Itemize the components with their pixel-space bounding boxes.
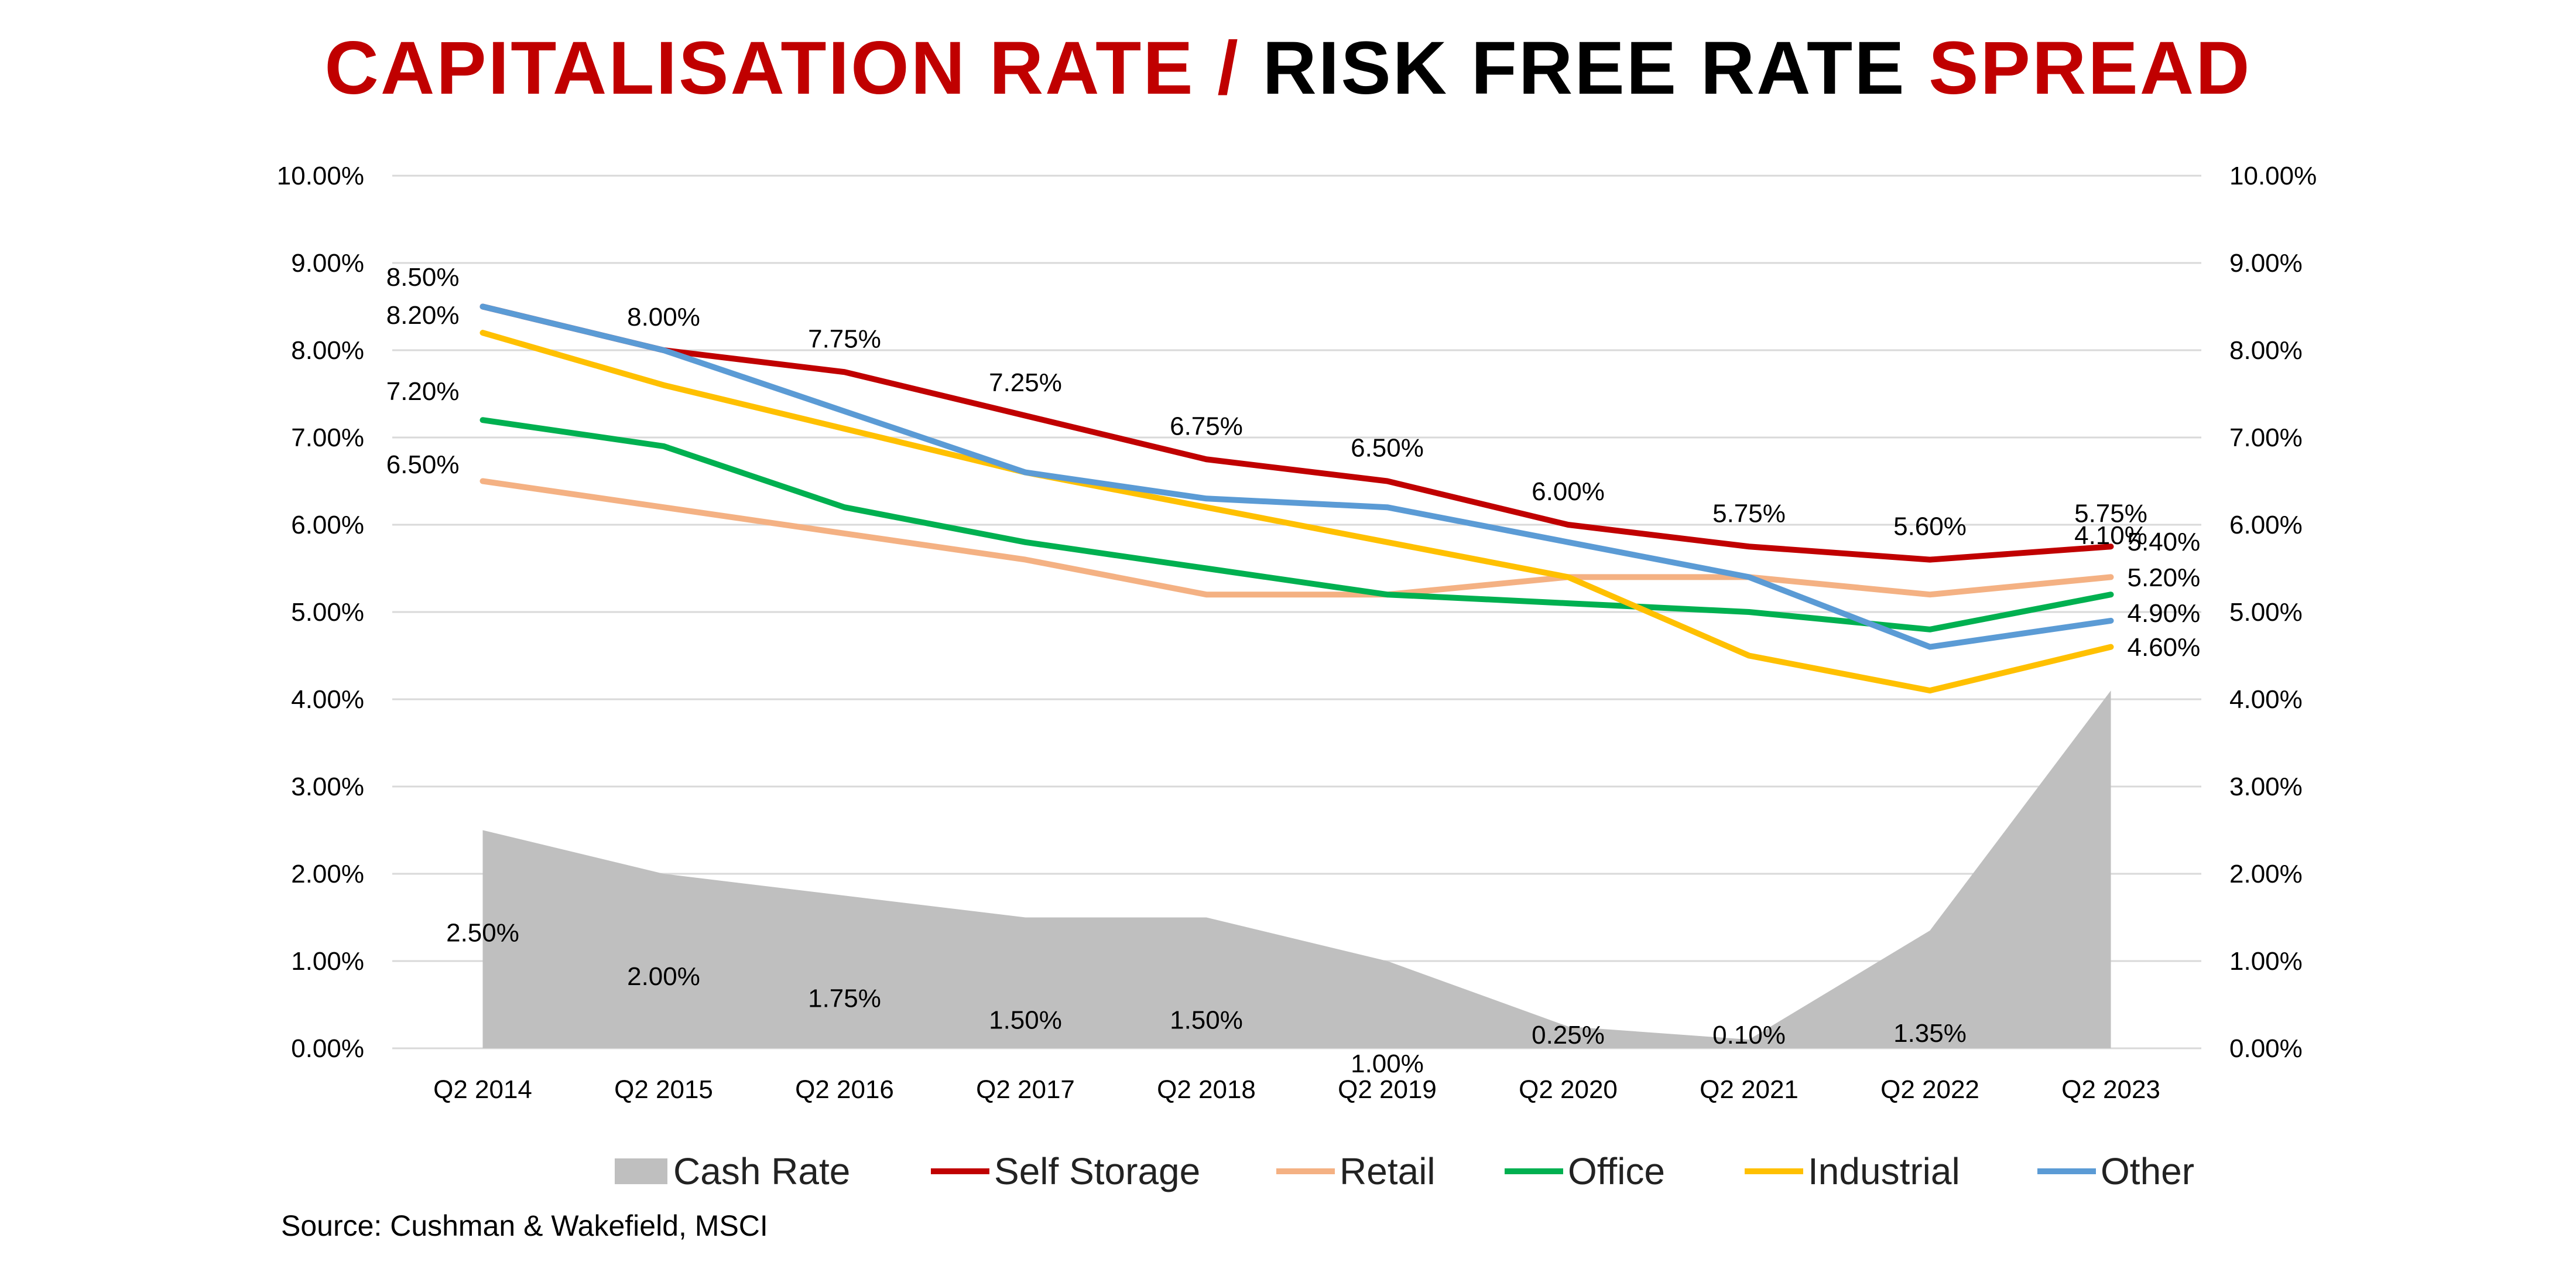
self-storage-data-label: 6.50%	[1351, 434, 1424, 463]
self-storage-data-label: 7.75%	[808, 324, 881, 353]
x-tick-label: Q2 2023	[2061, 1075, 2160, 1104]
chart-title-part2: RISK FREE RATE	[1240, 26, 1928, 110]
y-tick-label-right: 9.00%	[2229, 249, 2303, 278]
retail-data-label: 6.50%	[386, 450, 460, 479]
y-axis-left: 0.00% 1.00% 2.00% 3.00% 4.00% 5.00% 6.00% 7.00%…	[277, 162, 364, 1063]
y-tick-label-right: 0.00%	[2229, 1034, 2303, 1063]
y-tick-label-right: 3.00%	[2229, 772, 2303, 801]
y-tick-label-left: 8.00%	[291, 336, 364, 365]
other-line	[479, 303, 2114, 650]
y-tick-label-right: 8.00%	[2229, 336, 2303, 365]
cash-rate-data-label: 1.35%	[1893, 1019, 1967, 1048]
cash-rate-data-label: 2.00%	[627, 962, 700, 991]
x-tick-label: Q2 2018	[1157, 1075, 1256, 1104]
y-tick-label-right: 2.00%	[2229, 860, 2303, 888]
x-tick-label: Q2 2015	[614, 1075, 713, 1104]
y-tick-label-left: 7.00%	[291, 423, 364, 452]
cash-rate-data-label: 0.10%	[1712, 1021, 1786, 1049]
chart-title: CAPITALISATION RATE / RISK FREE RATE SPR…	[324, 26, 2251, 110]
self-storage-data-label: 7.25%	[989, 368, 1062, 397]
other-data-label: 4.90%	[2128, 599, 2201, 628]
legend-label-office: Office	[1568, 1150, 1665, 1192]
y-tick-label-right: 10.00%	[2229, 162, 2317, 190]
legend-label-other: Other	[2101, 1150, 2194, 1192]
industrial-line	[479, 330, 2114, 694]
chart-title-part3: SPREAD	[1928, 26, 2251, 110]
y-tick-label-left: 6.00%	[291, 511, 364, 539]
self-storage-line	[479, 303, 2114, 563]
y-tick-label-left: 9.00%	[291, 249, 364, 278]
y-tick-label-right: 7.00%	[2229, 423, 2303, 452]
self-storage-data-label: 8.00%	[627, 303, 700, 331]
self-storage-data-label: 6.75%	[1170, 412, 1243, 440]
x-tick-label: Q2 2021	[1700, 1075, 1799, 1104]
y-tick-label-right: 4.00%	[2229, 685, 2303, 714]
chart-title-part1: CAPITALISATION RATE /	[324, 26, 1239, 110]
legend-label-industrial: Industrial	[1808, 1150, 1960, 1192]
cash-rate-data-label: 0.25%	[1532, 1021, 1605, 1049]
office-data-label: 5.20%	[2128, 563, 2201, 592]
data-labels: 2.50% 2.00% 1.75% 1.50% 1.50% 1.00% 0.25% 0.10%…	[386, 263, 2201, 1078]
y-tick-label-left: 2.00%	[291, 860, 364, 888]
y-tick-label-left: 5.00%	[291, 598, 364, 627]
source-note: Source: Cushman & Wakefield, MSCI	[281, 1209, 768, 1242]
y-tick-label-left: 0.00%	[291, 1034, 364, 1063]
x-tick-label: Q2 2020	[1519, 1075, 1618, 1104]
industrial-data-label: 8.20%	[386, 301, 460, 330]
cash-rate-area-layer	[482, 690, 2111, 1048]
legend-swatch-cash-rate	[615, 1158, 667, 1184]
y-tick-label-left: 3.00%	[291, 772, 364, 801]
cash-rate-data-label: 1.00%	[1351, 1049, 1424, 1078]
cash-rate-data-label: 1.50%	[1170, 1006, 1243, 1035]
office-line	[479, 417, 2114, 632]
x-tick-label: Q2 2022	[1880, 1075, 1979, 1104]
self-storage-data-label: 5.75%	[1712, 499, 1786, 528]
legend: Cash Rate Self Storage Retail Office Industr…	[615, 1150, 2194, 1192]
y-tick-label-right: 1.00%	[2229, 947, 2303, 976]
y-tick-label-right: 5.00%	[2229, 598, 2303, 627]
legend-label-self-storage: Self Storage	[994, 1150, 1200, 1192]
y-axis-right: 0.00% 1.00% 2.00% 3.00% 4.00% 5.00% 6.00% 7.00%…	[2229, 162, 2317, 1063]
industrial-data-label: 4.60%	[2128, 633, 2201, 662]
self-storage-data-label: 6.00%	[1532, 477, 1605, 506]
self-storage-data-label: 5.60%	[1893, 512, 1967, 541]
x-tick-label: Q2 2014	[433, 1075, 532, 1104]
y-tick-label-left: 4.00%	[291, 685, 364, 714]
y-tick-label-right: 6.00%	[2229, 511, 2303, 539]
self-storage-data-label: 5.75%	[2074, 499, 2147, 528]
x-tick-label: Q2 2017	[976, 1075, 1075, 1104]
cash-rate-data-label: 2.50%	[446, 919, 519, 948]
cash-rate-area	[482, 690, 2111, 1048]
retail-line	[479, 478, 2114, 598]
x-tick-label: Q2 2016	[795, 1075, 894, 1104]
cash-rate-data-label: 4.10%	[2074, 521, 2147, 550]
cash-rate-data-label: 1.75%	[808, 984, 881, 1013]
office-data-label: 7.20%	[386, 377, 460, 406]
legend-label-retail: Retail	[1340, 1150, 1436, 1192]
x-axis: Q2 2014 Q2 2015 Q2 2016 Q2 2017 Q2 2018 Q2 20…	[433, 1075, 2160, 1104]
legend-label-cash-rate: Cash Rate	[673, 1150, 850, 1192]
cash-rate-data-label: 1.50%	[989, 1006, 1062, 1035]
x-tick-label: Q2 2019	[1338, 1075, 1437, 1104]
other-data-label: 8.50%	[386, 263, 460, 292]
retail-data-label: 5.40%	[2128, 528, 2201, 556]
y-tick-label-left: 10.00%	[277, 162, 364, 190]
series-lines-layer	[479, 303, 2114, 694]
y-tick-label-left: 1.00%	[291, 947, 364, 976]
